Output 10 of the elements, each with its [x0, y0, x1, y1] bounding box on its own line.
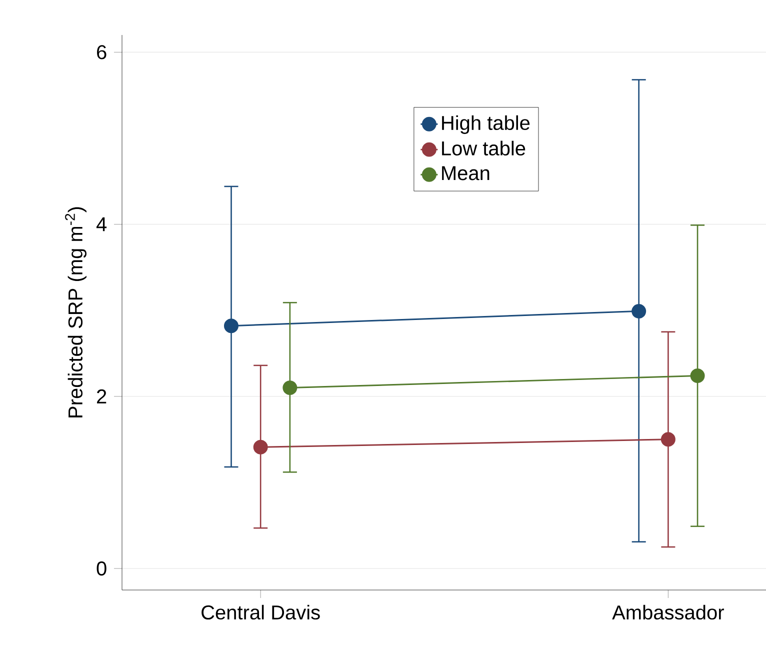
legend-label: Low table: [442, 140, 526, 156]
y-tick-label: 6: [97, 45, 106, 60]
y-axis-title: Predicted SRP (mg m$^{-2}$): [65, 207, 86, 418]
x-tick-label: Central Davis: [202, 604, 320, 620]
legend-label: Mean: [442, 166, 490, 180]
legend-label: High table: [442, 115, 530, 134]
y-tick-label: 2: [97, 389, 106, 404]
y-tick-label: 0: [96, 561, 106, 576]
x-tick-label: Ambassador: [612, 604, 724, 620]
y-tick-label: 4: [96, 217, 107, 232]
